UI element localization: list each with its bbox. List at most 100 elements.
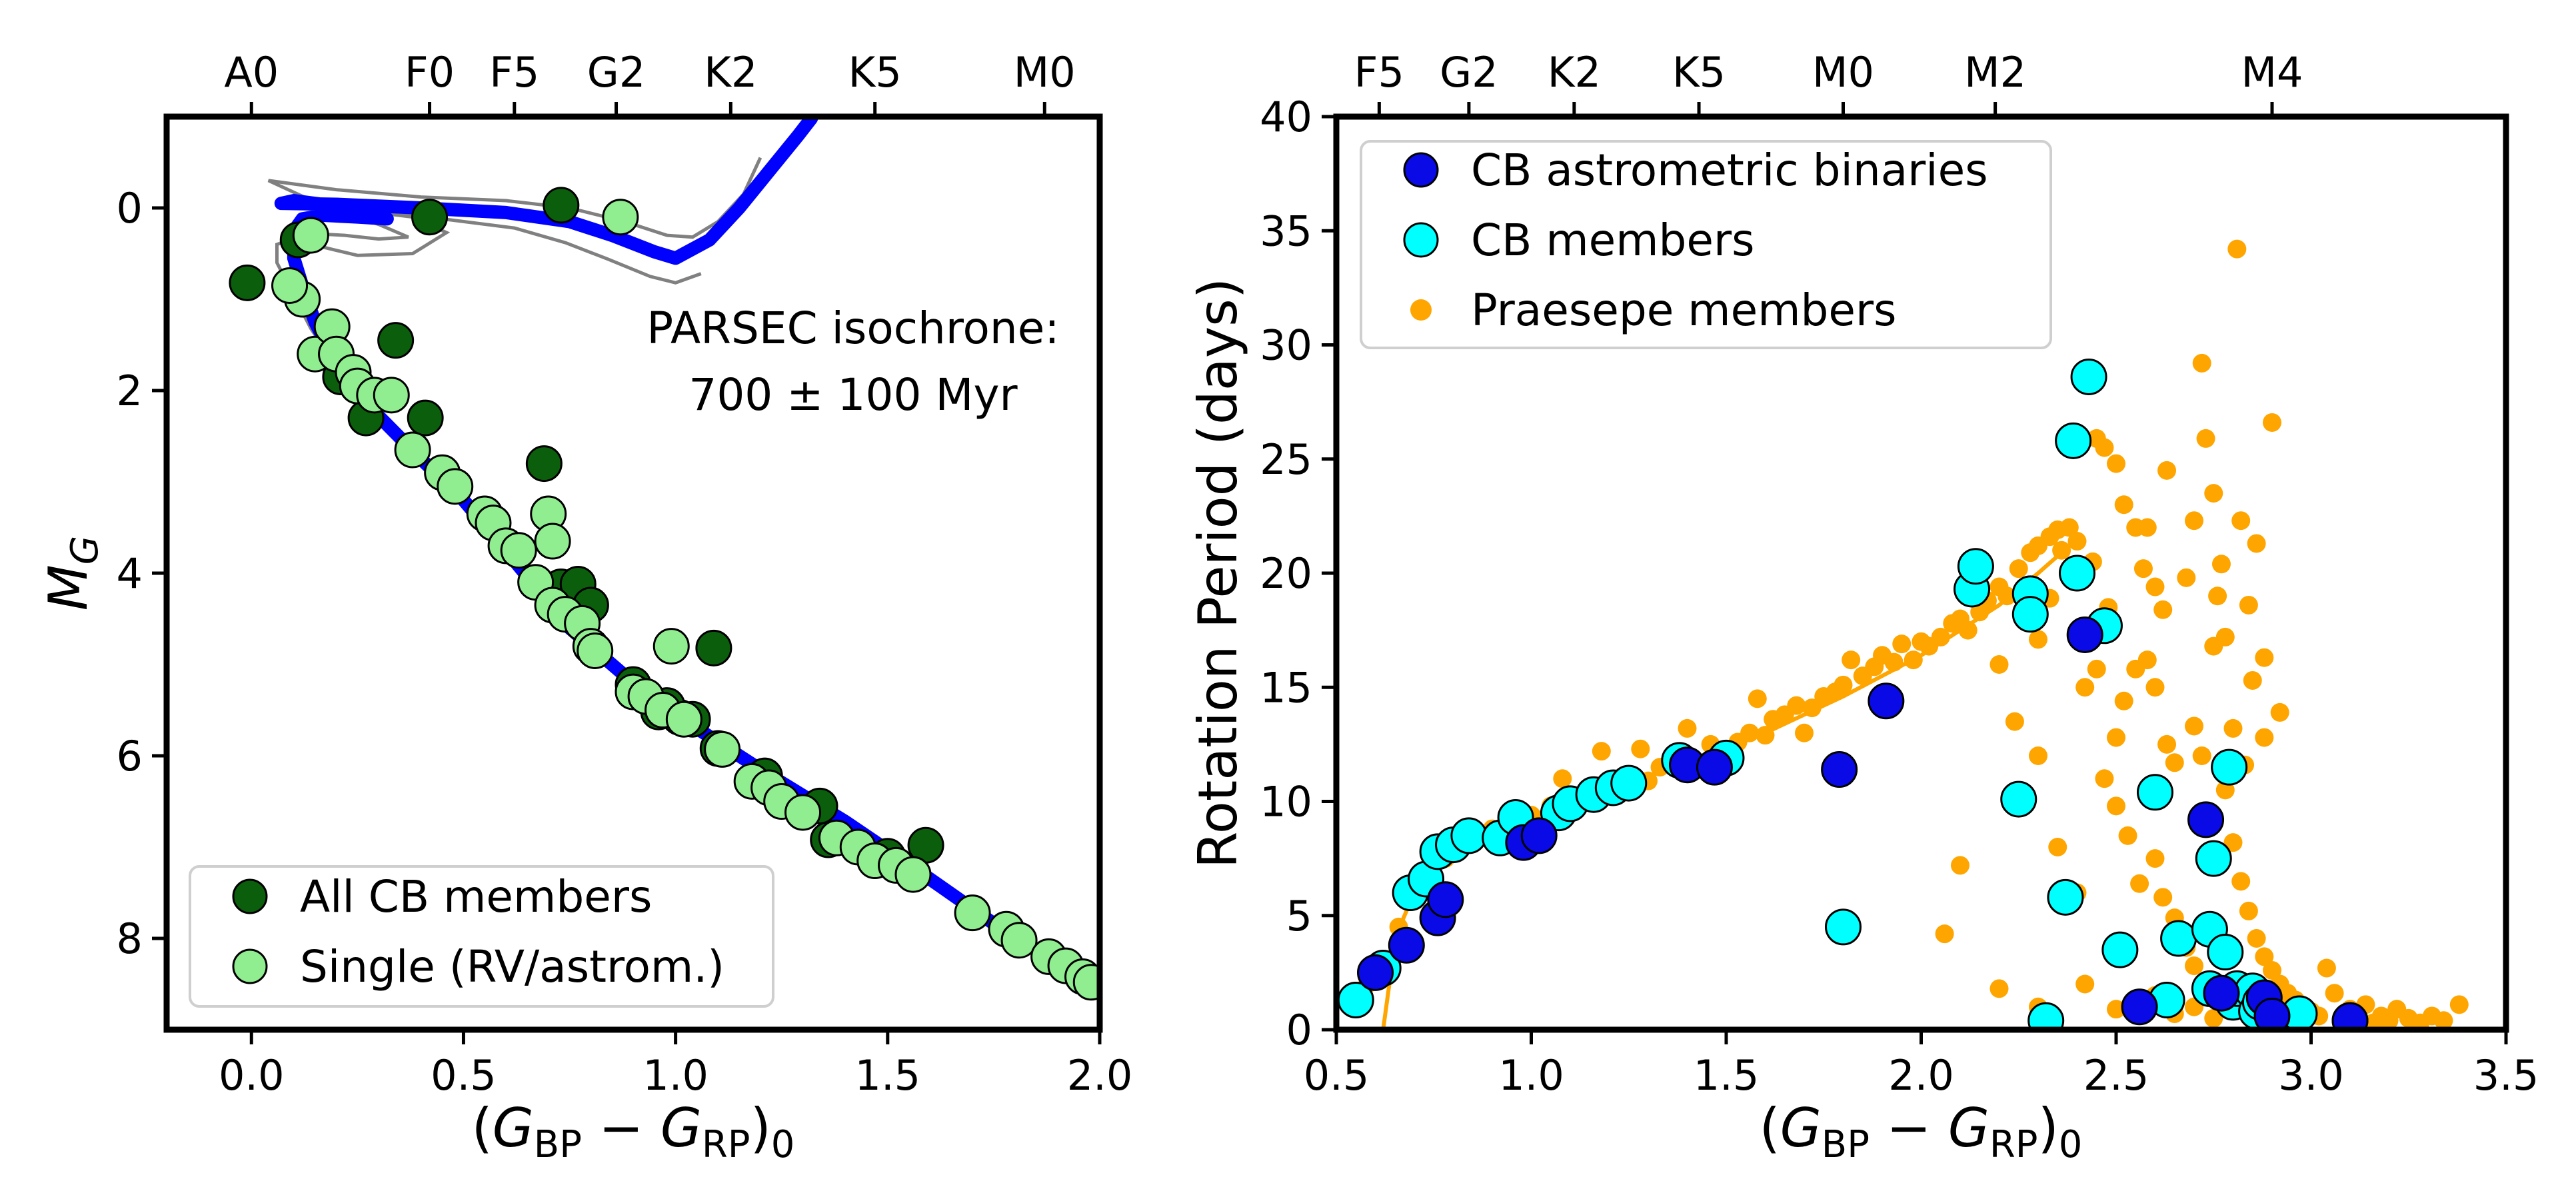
spectral-type-label: A0 xyxy=(224,48,279,97)
single-star-point xyxy=(577,632,614,669)
x-tick-label: 2.5 xyxy=(2083,1051,2149,1100)
spectral-type-label: G2 xyxy=(1440,48,1498,97)
praesepe-member-point xyxy=(2231,872,2251,891)
cmd-panel: 0.0 0.5 1.0 1.5 2.0 0 2 4 6 8 A0 F0 F5 G2 K2 K5 M0 PAR… xyxy=(37,48,1132,1166)
x-tick-label: 1.5 xyxy=(855,1051,921,1100)
single-star-point xyxy=(437,468,474,505)
single-star-point xyxy=(271,267,309,304)
spectral-type-label: F0 xyxy=(405,48,455,97)
cb-binary-points xyxy=(1357,616,2369,1030)
praesepe-member-point xyxy=(2107,1000,2125,1019)
single-star-point xyxy=(894,856,932,893)
cb-astrometric-binary-point xyxy=(2121,988,2158,1026)
praesepe-member-point xyxy=(2317,958,2336,978)
cb-astrometric-binary-point xyxy=(2066,616,2103,653)
spectral-type-label: K2 xyxy=(1548,48,1601,97)
cb-member-point xyxy=(2195,840,2232,877)
y-tick-label: 15 xyxy=(1260,663,1312,712)
praesepe-member-point xyxy=(2255,728,2274,747)
cb-member-point xyxy=(2101,931,2139,968)
y-tick-label: 2 xyxy=(117,367,143,415)
cb-astrometric-binary-point xyxy=(1696,748,1733,786)
single-star-point xyxy=(1072,964,1100,1001)
praesepe-member-point xyxy=(2227,239,2247,259)
spectral-type-label: G2 xyxy=(587,48,646,97)
cb-astrometric-binary-point xyxy=(2331,1002,2369,1030)
praesepe-member-point xyxy=(2145,678,2165,697)
x-tick-label: 1.0 xyxy=(643,1051,708,1100)
praesepe-member-point xyxy=(2185,956,2203,976)
praesepe-member-point xyxy=(2211,555,2231,574)
praesepe-member-point xyxy=(2196,429,2215,448)
cmd-top-spectral-ticks: A0 F0 F5 G2 K2 K5 M0 xyxy=(224,48,1076,117)
y-tick-label: 35 xyxy=(1260,207,1312,255)
spectral-type-label: F5 xyxy=(1354,48,1404,97)
praesepe-member-point xyxy=(2153,600,2173,619)
praesepe-member-point xyxy=(2075,974,2095,994)
single-star-point xyxy=(1000,922,1038,959)
cmd-y-ticks: 0 2 4 6 8 xyxy=(117,184,167,963)
praesepe-points xyxy=(1358,239,2469,1030)
legend-label-praesepe: Praesepe members xyxy=(1471,285,1897,336)
all-cb-member-point xyxy=(229,264,266,301)
praesepe-member-point xyxy=(2185,511,2203,531)
legend-label-single: Single (RV/astrom.) xyxy=(300,941,724,992)
cb-member-point xyxy=(1610,764,1648,802)
praesepe-member-point xyxy=(1787,696,1806,715)
all-cb-member-point xyxy=(411,199,449,236)
legend-marker-single xyxy=(232,948,268,984)
praesepe-member-point xyxy=(2048,838,2067,856)
single-star-point xyxy=(704,730,741,768)
y-tick-label: 25 xyxy=(1260,435,1312,484)
rotation-x-axis-label: (GBP − GRP)0 xyxy=(1760,1097,2083,1166)
single-star-point xyxy=(394,431,431,469)
x-tick-label: 0.5 xyxy=(1304,1051,1370,1100)
praesepe-member-point xyxy=(2029,630,2047,649)
praesepe-member-point xyxy=(1592,742,1611,761)
x-tick-label: 3.5 xyxy=(2473,1051,2539,1100)
all-cb-member-point xyxy=(377,322,415,359)
y-tick-label: 30 xyxy=(1260,321,1312,370)
y-tick-label: 0 xyxy=(117,184,143,233)
praesepe-member-point xyxy=(2192,353,2211,373)
y-tick-label: 6 xyxy=(117,732,143,780)
praesepe-member-point xyxy=(2263,413,2281,432)
praesepe-member-point xyxy=(2095,769,2114,788)
rotation-legend: CB astrometric binaries CB members Praes… xyxy=(1360,140,2052,349)
praesepe-member-point xyxy=(2243,670,2262,690)
praesepe-member-point xyxy=(2107,796,2125,816)
praesepe-member-point xyxy=(2223,718,2243,738)
isochrone-line xyxy=(274,117,1098,986)
rotation-panel: 0.5 1.0 1.5 2.0 2.5 3.0 3.5 0 5 10 15 20 25 30 35 40 F… xyxy=(1187,48,2539,1166)
praesepe-member-point xyxy=(2165,753,2184,772)
praesepe-member-point xyxy=(2208,587,2227,606)
x-tick-label: 1.0 xyxy=(1498,1051,1564,1100)
spectral-type-label: M0 xyxy=(1812,48,1874,97)
praesepe-member-point xyxy=(2449,995,2469,1014)
cb-member-point xyxy=(2070,358,2107,395)
cb-member-point xyxy=(2011,596,2049,633)
legend-marker-all-cb xyxy=(232,878,268,914)
legend-label-all-cb: All CB members xyxy=(300,871,652,922)
praesepe-member-point xyxy=(1553,769,1572,788)
rotation-y-axis-label: Rotation Period (days) xyxy=(1187,278,1249,868)
praesepe-member-point xyxy=(2157,461,2177,480)
praesepe-member-point xyxy=(2157,734,2177,754)
praesepe-member-point xyxy=(2029,746,2047,765)
praesepe-member-point xyxy=(1935,924,1954,944)
cb-astrometric-binary-point xyxy=(1821,751,1858,788)
praesepe-member-point xyxy=(1834,675,1853,694)
cmd-annotation-line2: 700 ± 100 Myr xyxy=(688,369,1018,421)
cb-astrometric-binary-point xyxy=(1388,926,1425,964)
y-tick-label: 10 xyxy=(1260,778,1312,826)
cb-astrometric-binary-point xyxy=(2187,801,2225,838)
x-tick-label: 2.0 xyxy=(1067,1051,1133,1100)
praesepe-member-point xyxy=(2075,678,2095,697)
praesepe-member-point xyxy=(2107,454,2125,473)
praesepe-member-point xyxy=(1951,856,1969,875)
cb-member-point xyxy=(2047,878,2084,916)
single-star-point xyxy=(500,532,537,569)
single-star-point xyxy=(652,628,690,665)
praesepe-member-point xyxy=(2177,568,2196,587)
